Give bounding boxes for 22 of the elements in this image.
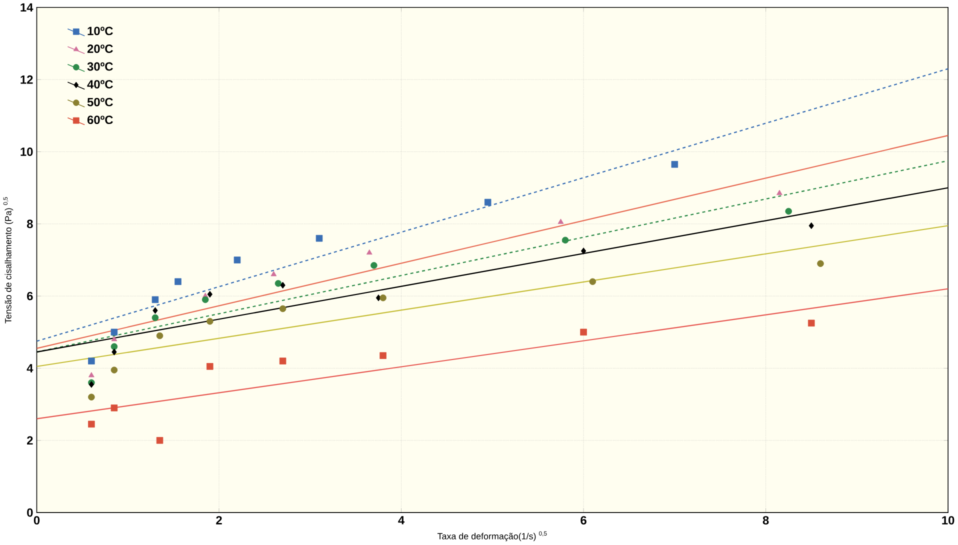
x-tick-label: 2: [216, 516, 222, 525]
legend-label: 30ºC: [87, 62, 113, 71]
x-tick-label: 4: [398, 516, 405, 525]
legend-label: 50ºC: [87, 98, 113, 107]
y-axis-title: Tensão de cisalhamento (Pa) $^{0,5}$: [3, 197, 14, 324]
legend-label: 40ºC: [87, 80, 113, 89]
x-tick-label: 0: [34, 516, 40, 525]
y-tick-label: 12: [20, 76, 33, 84]
x-tick-label: 6: [580, 516, 586, 525]
legend-label: 10ºC: [88, 26, 113, 36]
x-axis-title: Taxa de deformação(1/s) $^{0,5}$: [437, 532, 547, 542]
y-tick-label: 8: [26, 220, 33, 228]
y-tick-label: 0: [27, 508, 33, 518]
y-tick-label: 6: [27, 292, 33, 301]
y-tick-label: 14: [20, 4, 34, 12]
legend-label: 20ºC: [87, 44, 113, 54]
y-tick-label: 4: [26, 364, 34, 373]
y-tick-label: 2: [27, 436, 33, 445]
x-tick-label: 8: [762, 516, 769, 525]
legend-label: 60ºC: [87, 116, 113, 124]
x-tick-label: 10: [942, 516, 954, 525]
y-tick-label: 10: [20, 148, 33, 156]
